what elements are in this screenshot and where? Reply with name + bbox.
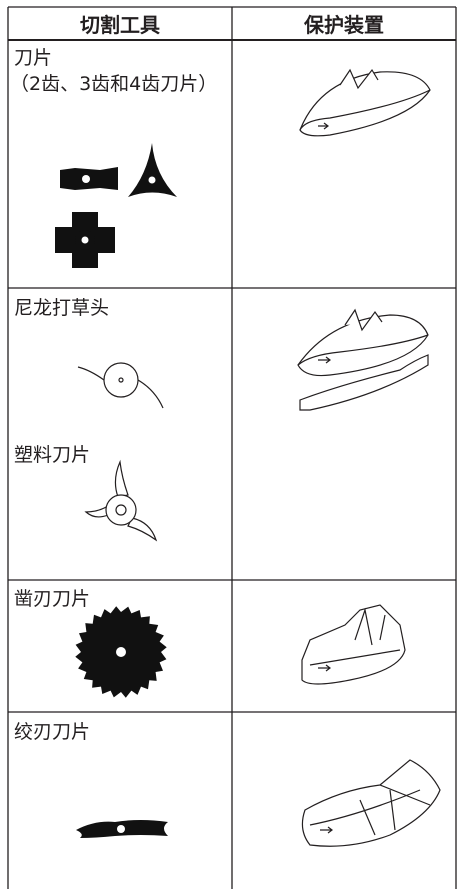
- plastic-blade-icon: [84, 459, 158, 542]
- tool-name: 刀片: [14, 47, 53, 69]
- tool-name: 塑料刀片: [14, 444, 91, 466]
- table-borders: [7, 6, 457, 889]
- header-cell: 切割工具: [80, 13, 160, 37]
- tool-name: 绞刃刀片: [14, 721, 91, 743]
- guard-icons: [297, 68, 441, 847]
- chisel-blade-icon: [75, 606, 167, 698]
- header-cell: 保护装置: [304, 13, 384, 37]
- tool-name: 凿刃刀片: [14, 588, 91, 610]
- tool-note: （2齿、3齿和4齿刀片）: [10, 73, 218, 95]
- trimmer-head-icon: [77, 362, 164, 409]
- blade-icons: [55, 143, 177, 268]
- twist-blade-icon: [76, 820, 168, 838]
- tool-name: 尼龙打草头: [14, 297, 110, 319]
